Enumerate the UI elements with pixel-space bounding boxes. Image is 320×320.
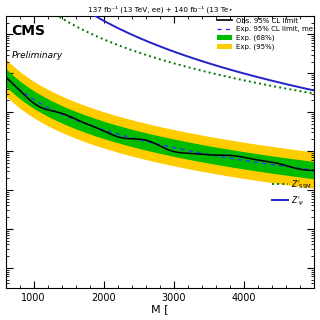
Text: Preliminary: Preliminary: [12, 51, 63, 60]
Text: CMS: CMS: [12, 24, 46, 38]
Title: 137 fb⁻¹ (13 TeV, ee) + 140 fb⁻¹ (13 Te⋆: 137 fb⁻¹ (13 TeV, ee) + 140 fb⁻¹ (13 Te⋆: [88, 5, 232, 13]
Legend: $Z'_{\mathrm{SSM}}$, $Z'_{\psi}$: $Z'_{\mathrm{SSM}}$, $Z'_{\psi}$: [271, 177, 314, 209]
X-axis label: M [: M [: [151, 304, 169, 315]
